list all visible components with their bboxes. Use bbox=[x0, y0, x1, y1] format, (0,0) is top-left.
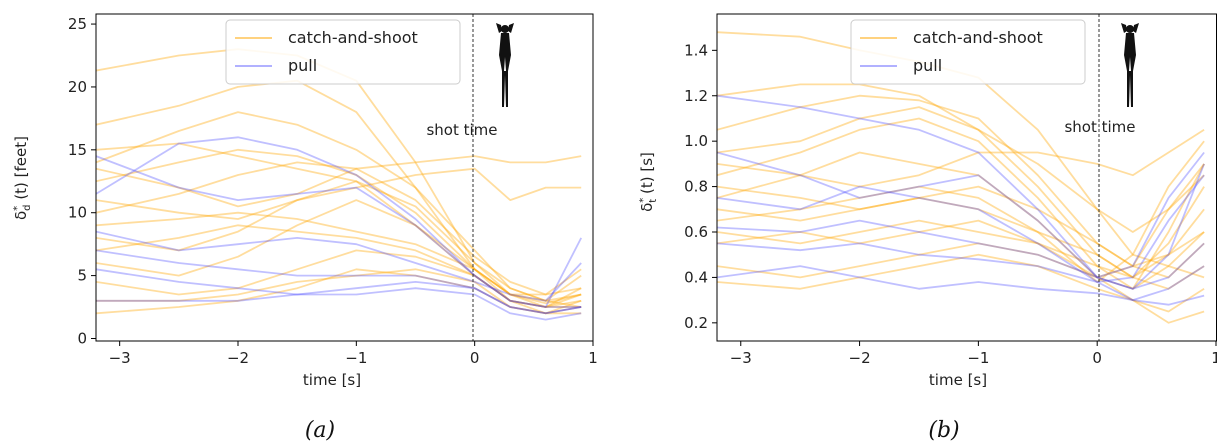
legend-label-catch-and-shoot-a: catch-and-shoot bbox=[288, 28, 418, 47]
x-axis-label-a: time [s] bbox=[303, 371, 361, 389]
y-tick-label: 25 bbox=[68, 15, 87, 33]
x-axis-ticks-b: −3 −2 −1 0 1 bbox=[730, 341, 1217, 367]
legend-label-pull-b: pull bbox=[913, 56, 942, 75]
x-tick-label: 0 bbox=[470, 349, 480, 367]
panel-caption-a: (a) bbox=[305, 418, 335, 443]
x-tick-label: 0 bbox=[1092, 349, 1102, 367]
y-tick-label: 1.4 bbox=[684, 41, 708, 59]
y-tick-label: 15 bbox=[68, 141, 87, 159]
shot-time-label-b: shot time bbox=[1064, 118, 1135, 136]
x-tick-label: 1 bbox=[1211, 349, 1217, 367]
y-axis-label-b: δ*t (t) [s] bbox=[638, 152, 659, 212]
legend-b: catch-and-shoot pull bbox=[851, 20, 1085, 84]
panel-caption-b: (b) bbox=[928, 418, 959, 443]
y-tick-label: 0.2 bbox=[684, 314, 708, 332]
x-tick-label: 1 bbox=[588, 349, 598, 367]
y-tick-label: 1.2 bbox=[684, 87, 708, 105]
x-tick-label: −2 bbox=[849, 349, 871, 367]
chart-panel-a: −3 −2 −1 0 1 0 5 10 15 20 25 time [s] δ*d (t) [fe… bbox=[12, 14, 598, 443]
y-axis-ticks-b: 0.2 0.4 0.6 0.8 1.0 1.2 1.4 bbox=[684, 41, 717, 332]
x-tick-label: −3 bbox=[730, 349, 752, 367]
y-tick-label: 0.4 bbox=[684, 268, 708, 286]
y-axis-label-a: δ*d (t) [feet] bbox=[12, 136, 33, 220]
x-tick-label: −1 bbox=[967, 349, 989, 367]
chart-panel-b: −3 −2 −1 0 1 0.20.40.60.81.01.21.4 time [s] … bbox=[638, 14, 1217, 443]
x-tick-label: −2 bbox=[227, 349, 249, 367]
y-tick-label: 0.6 bbox=[684, 223, 708, 241]
y-tick-label: 0.8 bbox=[684, 178, 708, 196]
y-tick-label: 20 bbox=[68, 78, 87, 96]
y-tick-label: 5 bbox=[77, 267, 87, 285]
shot-time-label-a: shot time bbox=[426, 121, 497, 139]
y-tick-label: 10 bbox=[68, 204, 87, 222]
x-tick-label: −3 bbox=[109, 349, 131, 367]
x-tick-label: −1 bbox=[345, 349, 367, 367]
y-tick-label: 1.0 bbox=[684, 132, 708, 150]
legend-label-catch-and-shoot-b: catch-and-shoot bbox=[913, 28, 1043, 47]
y-tick-label: 0 bbox=[77, 329, 87, 347]
legend-label-pull-a: pull bbox=[288, 56, 317, 75]
y-axis-ticks-a: 0 5 10 15 20 25 bbox=[68, 15, 96, 347]
x-axis-ticks-a: −3 −2 −1 0 1 bbox=[109, 341, 598, 367]
legend-a: catch-and-shoot pull bbox=[226, 20, 460, 84]
x-axis-label-b: time [s] bbox=[929, 371, 987, 389]
